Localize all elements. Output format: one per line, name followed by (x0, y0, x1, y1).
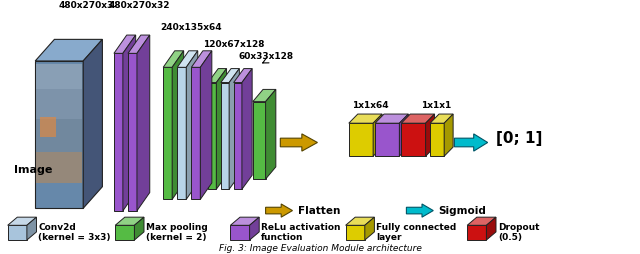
Polygon shape (365, 217, 374, 240)
Polygon shape (430, 114, 453, 123)
Text: Max pooling
(kernel = 2): Max pooling (kernel = 2) (146, 223, 207, 242)
Polygon shape (221, 69, 239, 83)
Polygon shape (229, 69, 239, 189)
Polygon shape (36, 89, 82, 119)
Text: 120x67x128: 120x67x128 (204, 40, 265, 49)
Polygon shape (200, 51, 212, 199)
Polygon shape (375, 123, 399, 156)
Polygon shape (36, 152, 82, 183)
Text: Flatten: Flatten (298, 205, 340, 216)
Polygon shape (137, 35, 150, 211)
Text: Sigmoid: Sigmoid (438, 205, 486, 216)
Text: Dropout
(0.5): Dropout (0.5) (498, 223, 540, 242)
Polygon shape (399, 114, 408, 156)
Text: 240x135x64: 240x135x64 (160, 23, 221, 32)
Polygon shape (234, 83, 242, 189)
Polygon shape (467, 217, 496, 225)
Polygon shape (35, 39, 102, 61)
Polygon shape (230, 217, 259, 225)
Text: Fully connected
layer: Fully connected layer (376, 223, 456, 242)
Polygon shape (253, 102, 266, 179)
Text: [0; 1]: [0; 1] (496, 131, 542, 146)
Text: Conv2d
(kernel = 3x3): Conv2d (kernel = 3x3) (38, 223, 111, 242)
Polygon shape (208, 83, 216, 189)
Polygon shape (253, 89, 276, 102)
Polygon shape (375, 114, 408, 123)
Polygon shape (128, 35, 150, 53)
Polygon shape (266, 204, 292, 217)
Polygon shape (426, 114, 435, 156)
Text: ReLu activation
function: ReLu activation function (261, 223, 340, 242)
Polygon shape (208, 69, 227, 83)
Polygon shape (454, 134, 488, 151)
Polygon shape (401, 114, 435, 123)
Polygon shape (430, 123, 444, 156)
Polygon shape (373, 114, 382, 156)
Polygon shape (8, 217, 36, 225)
Polygon shape (230, 225, 250, 240)
Polygon shape (115, 225, 134, 240)
Polygon shape (128, 53, 137, 211)
Polygon shape (35, 61, 83, 208)
Polygon shape (36, 64, 82, 89)
Text: 480x270x3: 480x270x3 (59, 1, 114, 10)
Text: Image: Image (14, 165, 52, 175)
Polygon shape (444, 114, 453, 156)
Polygon shape (266, 89, 276, 179)
Polygon shape (349, 114, 382, 123)
Polygon shape (486, 217, 496, 240)
Polygon shape (83, 39, 102, 208)
Polygon shape (346, 217, 374, 225)
Polygon shape (177, 67, 186, 199)
Polygon shape (234, 69, 252, 83)
Polygon shape (191, 51, 212, 67)
Polygon shape (163, 67, 172, 199)
Text: 1x1x64: 1x1x64 (351, 102, 388, 110)
Polygon shape (216, 69, 227, 189)
Polygon shape (172, 51, 184, 199)
Polygon shape (467, 225, 486, 240)
Polygon shape (40, 117, 56, 137)
Polygon shape (134, 217, 144, 240)
Text: 1x1x1: 1x1x1 (421, 102, 452, 110)
Polygon shape (221, 83, 229, 189)
Polygon shape (191, 67, 200, 199)
Polygon shape (401, 123, 426, 156)
Polygon shape (114, 35, 136, 53)
Polygon shape (163, 51, 184, 67)
Polygon shape (36, 119, 82, 152)
Polygon shape (250, 217, 259, 240)
Text: 480x270x32: 480x270x32 (109, 1, 170, 10)
Text: 60x33x128: 60x33x128 (238, 53, 293, 61)
Text: Fig. 3: Image Evaluation Module architecture: Fig. 3: Image Evaluation Module architec… (219, 244, 421, 253)
Polygon shape (177, 51, 198, 67)
Polygon shape (346, 225, 365, 240)
Polygon shape (406, 204, 433, 217)
Polygon shape (280, 134, 317, 151)
Polygon shape (114, 53, 123, 211)
Polygon shape (242, 69, 252, 189)
Polygon shape (186, 51, 198, 199)
Polygon shape (123, 35, 136, 211)
Polygon shape (27, 217, 36, 240)
Polygon shape (349, 123, 373, 156)
Polygon shape (115, 217, 144, 225)
Polygon shape (8, 225, 27, 240)
